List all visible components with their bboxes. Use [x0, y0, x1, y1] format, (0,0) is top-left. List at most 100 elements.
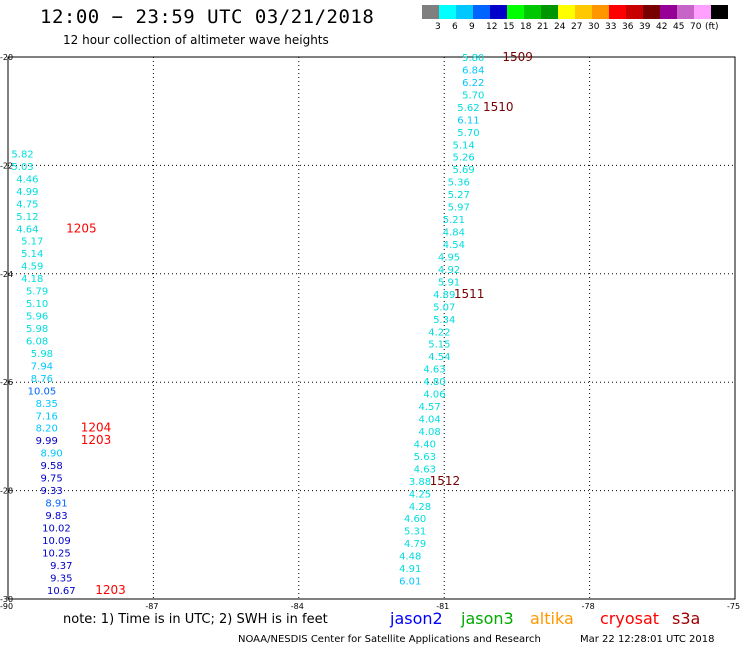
wave-height-point: 4.46 — [16, 174, 38, 185]
legend-swatch — [422, 5, 439, 19]
wave-height-point: 5.36 — [448, 178, 470, 189]
legend-label: 3 — [435, 22, 441, 32]
wave-height-point: 5.14 — [21, 249, 43, 260]
wave-height-point: 5.62 — [457, 103, 479, 114]
wave-height-point: 4.91 — [399, 564, 421, 575]
wave-height-point: 5.14 — [452, 140, 474, 151]
legend-swatch — [456, 5, 473, 19]
wave-height-point: 4.04 — [419, 415, 441, 426]
wave-height-point: 5.98 — [26, 324, 48, 335]
wave-height-point: 4.63 — [414, 464, 436, 475]
wave-height-point: 4.75 — [16, 199, 38, 210]
wave-height-point: 5.31 — [404, 527, 426, 538]
wave-height-point: 4.25 — [409, 489, 431, 500]
legend-swatch — [694, 5, 711, 19]
pass-time-label: 1510 — [483, 100, 514, 114]
wave-height-point: 4.18 — [21, 274, 43, 285]
wave-height-point: 6.01 — [399, 577, 421, 588]
wave-height-point: 5.97 — [448, 203, 470, 214]
wave-height-point: 9.99 — [36, 436, 58, 447]
wave-height-point: 4.08 — [419, 427, 441, 438]
wave-height-point: 6.11 — [457, 115, 479, 126]
y-tick-label: -24 — [0, 270, 13, 279]
wave-height-point: 4.60 — [404, 514, 426, 525]
wave-height-point: 9.75 — [40, 474, 62, 485]
wave-height-point: 4.48 — [399, 552, 421, 563]
wave-height-point: 4.79 — [404, 539, 426, 550]
legend-label: 36 — [622, 22, 634, 32]
x-tick-label: -78 — [582, 602, 595, 611]
wave-height-point: 5.63 — [414, 452, 436, 463]
wave-height-point: 4.22 — [428, 327, 450, 338]
x-tick-label: -81 — [436, 602, 449, 611]
wave-height-point: 5.91 — [438, 277, 460, 288]
legend-swatch — [473, 5, 490, 19]
chart-subtitle: 12 hour collection of altimeter wave hei… — [63, 33, 329, 47]
wave-height-point: 7.16 — [36, 411, 58, 422]
wave-height-point: 8.90 — [40, 449, 62, 460]
wave-height-point: 9.58 — [40, 461, 62, 472]
wave-height-point: 4.57 — [419, 402, 441, 413]
wave-height-point: 10.09 — [42, 536, 71, 547]
wave-height-point: 6.08 — [26, 336, 48, 347]
legend-swatch — [609, 5, 626, 19]
satellite-cryosat: cryosat — [600, 609, 660, 628]
wave-height-point: 5.26 — [452, 153, 474, 164]
wave-height-point: 5.98 — [31, 349, 53, 360]
legend-label: 42 — [656, 22, 668, 32]
legend-swatch — [575, 5, 592, 19]
wave-height-point: 8.20 — [36, 424, 58, 435]
pass-time-label: 1511 — [454, 287, 485, 301]
legend-unit: (ft) — [705, 22, 719, 32]
pass-time-label: 1509 — [502, 50, 533, 64]
wave-height-point: 3.88 — [409, 477, 431, 488]
x-tick-label: -87 — [145, 602, 158, 611]
y-tick-label: -30 — [0, 595, 13, 604]
wave-height-point: 9.83 — [45, 511, 67, 522]
legend-label: 18 — [520, 22, 532, 32]
legend-swatch — [626, 5, 643, 19]
generation-timestamp: Mar 22 12:28:01 UTC 2018 — [580, 634, 715, 645]
legend-swatch — [439, 5, 456, 19]
plot-frame — [7, 56, 736, 600]
legend-swatch — [660, 5, 677, 19]
wave-height-point: 5.82 — [11, 149, 33, 160]
pass-time-label: 1204 — [81, 421, 112, 435]
pass-time-label: 1203 — [81, 433, 112, 447]
credit-line: NOAA/NESDIS Center for Satellite Applica… — [238, 634, 541, 645]
legend-label: 15 — [503, 22, 515, 32]
pass-time-label: 1203 — [95, 583, 126, 597]
legend-swatch — [643, 5, 660, 19]
wave-height-point: 5.34 — [433, 315, 455, 326]
wave-height-point: 4.28 — [409, 502, 431, 513]
wave-height-point: 5.03 — [11, 162, 33, 173]
legend-label: 6 — [452, 22, 458, 32]
legend-swatch — [541, 5, 558, 19]
legend-label: 9 — [469, 22, 475, 32]
legend-label: 21 — [537, 22, 549, 32]
legend-label: 33 — [605, 22, 617, 32]
wave-height-point: 4.64 — [16, 224, 38, 235]
wave-height-point: 4.63 — [423, 365, 445, 376]
wave-height-point: 5.80 — [462, 53, 484, 64]
wave-height-point: 10.67 — [47, 586, 76, 597]
wave-height-point: 5.79 — [26, 287, 48, 298]
legend-label: 12 — [486, 22, 498, 32]
wave-height-point: 10.05 — [28, 386, 57, 397]
wave-height-point: 5.17 — [21, 237, 43, 248]
footnote: note: 1) Time is in UTC; 2) SWH is in fe… — [63, 612, 328, 627]
wave-height-point: 4.40 — [414, 439, 436, 450]
satellite-jason3: jason3 — [461, 609, 514, 628]
legend-swatch — [592, 5, 609, 19]
legend-label: 24 — [554, 22, 566, 32]
wave-height-point: 7.94 — [31, 361, 53, 372]
wave-height-point: 10.02 — [42, 523, 71, 534]
wave-height-point: 5.27 — [448, 190, 470, 201]
legend-label: 70 — [690, 22, 702, 32]
y-tick-label: -20 — [0, 53, 13, 62]
pass-time-label: 1205 — [66, 221, 97, 235]
satellite-altika: altika — [530, 609, 574, 628]
wave-height-point: 4.59 — [21, 262, 43, 273]
wave-height-point: 9.33 — [40, 486, 62, 497]
